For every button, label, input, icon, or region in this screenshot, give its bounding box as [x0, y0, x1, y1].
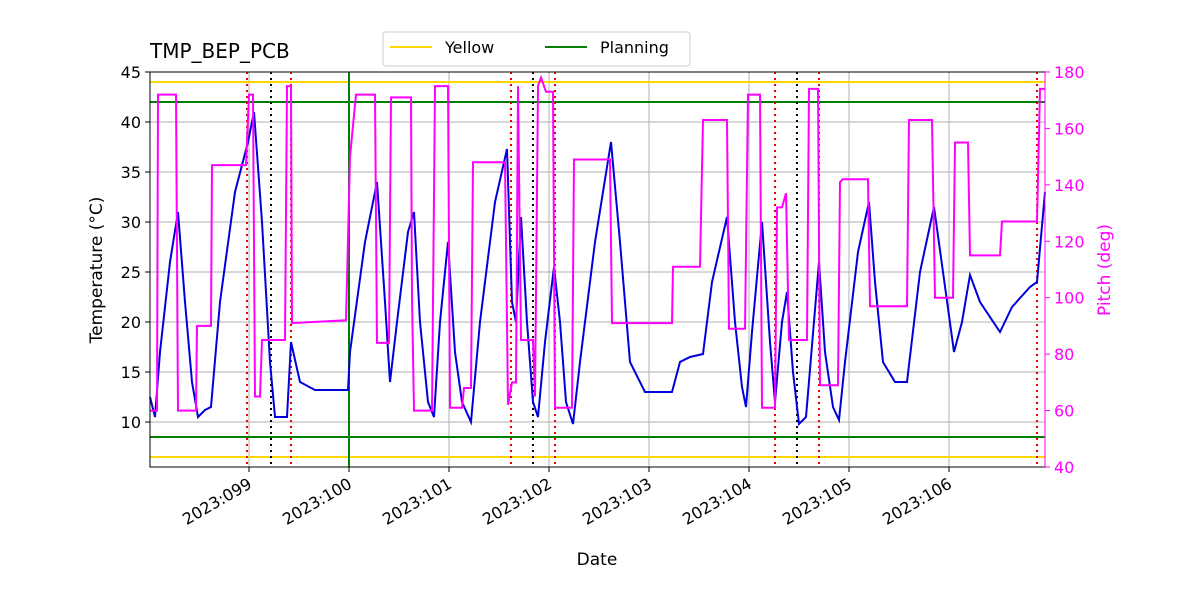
- x-tick-label: 2023:099: [179, 474, 255, 529]
- y-tick-label: 25: [121, 263, 141, 282]
- x-tick-label: 2023:101: [379, 474, 455, 529]
- plot-frame: [149, 71, 1046, 468]
- y-tick-label: 10: [121, 413, 141, 432]
- y2-tick-label: 40: [1054, 458, 1074, 477]
- y2-tick-label: 80: [1054, 345, 1074, 364]
- data-line: [150, 74, 1045, 412]
- y-tick-label: 15: [121, 363, 141, 382]
- y-tick-label: 40: [121, 113, 141, 132]
- chart-title: TMP_BEP_PCB: [149, 39, 290, 63]
- x-tick-label: 2023:102: [479, 474, 555, 529]
- x-axis-label: Date: [577, 550, 618, 570]
- x-tick-label: 2023:104: [679, 474, 755, 529]
- y-tick-label: 45: [121, 63, 141, 82]
- y-tick-label: 30: [121, 213, 141, 232]
- y-axis-label: Temperature (°C): [87, 197, 107, 345]
- y2-axis-label: Pitch (deg): [1095, 224, 1115, 316]
- y-tick-label: 35: [121, 163, 141, 182]
- y2-tick-label: 180: [1054, 63, 1085, 82]
- x-tick-label: 2023:106: [879, 474, 955, 529]
- y2-tick-label: 100: [1054, 289, 1085, 308]
- y2-tick-label: 120: [1054, 232, 1085, 251]
- x-tick-label: 2023:103: [579, 474, 655, 529]
- y2-tick-label: 160: [1054, 119, 1085, 138]
- data-line: [149, 111, 1046, 427]
- legend-box: [382, 31, 691, 67]
- x-tick-label: 2023:100: [279, 474, 355, 529]
- y-tick-label: 20: [121, 313, 141, 332]
- y2-tick-label: 140: [1054, 176, 1085, 195]
- x-tick-label: 2023:105: [779, 474, 855, 529]
- legend-label: Planning: [600, 38, 669, 57]
- y2-tick-label: 60: [1054, 402, 1074, 421]
- legend-label: Yellow: [444, 38, 494, 57]
